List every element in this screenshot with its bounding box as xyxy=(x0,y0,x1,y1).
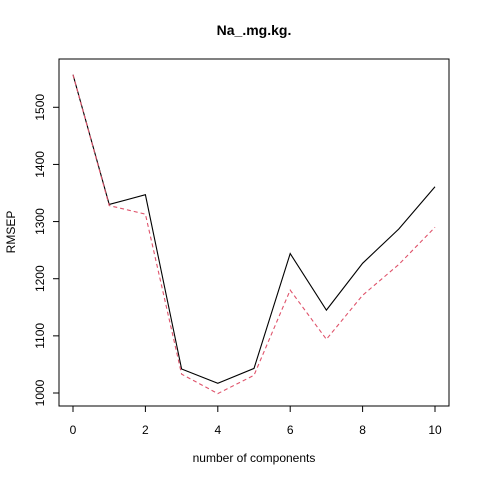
x-tick-label: 0 xyxy=(70,423,77,437)
x-tick-label: 4 xyxy=(214,423,221,437)
series-line-cv xyxy=(72,74,436,384)
y-axis: 1000 1100 1200 1300 1400 1500 xyxy=(33,94,59,406)
x-tick-label: 10 xyxy=(428,423,442,437)
y-axis-label: RMSEP xyxy=(4,211,18,254)
y-tick-label: 1500 xyxy=(33,94,47,121)
y-tick-label: 1000 xyxy=(33,379,47,406)
plot-frame xyxy=(58,58,450,407)
x-axis: 0 2 4 6 8 10 xyxy=(70,406,442,437)
x-tick-label: 8 xyxy=(359,423,366,437)
x-tick-label: 2 xyxy=(142,423,149,437)
y-tick-label: 1200 xyxy=(33,265,47,292)
x-tick-label: 6 xyxy=(287,423,294,437)
y-tick-label: 1400 xyxy=(33,151,47,178)
series-layer xyxy=(72,74,436,395)
y-tick-label: 1100 xyxy=(33,323,47,349)
series-line-adjcv xyxy=(72,74,436,395)
y-tick-label: 1300 xyxy=(33,208,47,235)
x-axis-label: number of components xyxy=(193,451,316,465)
chart-title: Na_.mg.kg. xyxy=(217,22,292,38)
